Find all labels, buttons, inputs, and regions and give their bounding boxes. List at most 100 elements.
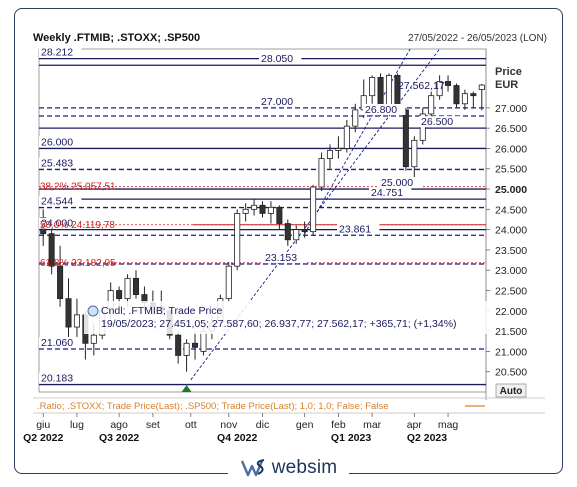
y-tick-label: 22.000 — [495, 306, 527, 318]
legend-bg — [84, 301, 496, 334]
candle-body — [301, 229, 308, 233]
chart-title: Weekly .FTMIB; .STOXX; .SP500 — [33, 32, 200, 44]
x-month-label: gen — [296, 419, 314, 431]
fib-label: 38,2% 25.057,51 — [40, 182, 116, 193]
y-tick-label: 26.000 — [495, 143, 527, 155]
candle-body — [259, 204, 266, 214]
candle-body — [453, 85, 460, 105]
candle-body — [478, 84, 485, 90]
level-label: 28.212 — [41, 47, 73, 59]
y-tick-label: 21.000 — [495, 346, 527, 358]
x-month-label: dic — [256, 419, 269, 431]
x-quarter-label: Q1 2023 — [331, 432, 371, 444]
level-label-bg — [39, 217, 82, 229]
y-tick-label: 22.500 — [495, 286, 527, 298]
legend-values: 19/05/2023; 27.451,05; 27.587,60; 26.937… — [101, 318, 457, 330]
marker-triangle — [181, 385, 192, 392]
candle-body — [284, 223, 291, 241]
x-month-label: nov — [220, 419, 238, 431]
candle-body — [251, 204, 258, 210]
level-label: 23.153 — [265, 252, 297, 264]
candle-body — [234, 212, 241, 267]
y-tick-label: 21.500 — [495, 326, 527, 338]
level-label-bg — [39, 372, 82, 384]
auto-label: Auto — [500, 386, 523, 397]
chart-svg: Weekly .FTMIB; .STOXX; .SP500 27/05/2022 … — [23, 32, 547, 444]
candle-body — [116, 290, 123, 300]
level-label-bg — [379, 177, 422, 189]
websim-logo-icon — [240, 459, 264, 477]
price-axis-label: Price — [495, 66, 522, 78]
level-label: 28.050 — [261, 53, 293, 65]
candle-body — [175, 334, 182, 356]
level-label-bg — [363, 103, 406, 115]
candle-body — [90, 334, 97, 344]
x-month-label: giu — [36, 419, 50, 431]
y-tick-label: 27.000 — [495, 103, 527, 115]
candle-body — [192, 342, 199, 348]
candle-body — [124, 277, 131, 300]
x-month-label: feb — [331, 419, 346, 431]
level-label: 25.000 — [381, 177, 413, 189]
x-month-label: ott — [185, 419, 197, 431]
level-label: 26.000 — [41, 136, 73, 148]
level-label: 20.183 — [41, 373, 73, 385]
level-label: 26.800 — [365, 104, 397, 116]
candle-body — [445, 81, 452, 86]
candle-body — [326, 150, 333, 159]
candle-body — [343, 125, 350, 149]
x-month-label: apr — [407, 419, 423, 431]
level-label-bg — [39, 46, 82, 58]
candle-body — [48, 233, 55, 267]
level-label-bg — [263, 252, 306, 264]
candle-body — [200, 330, 207, 352]
level-label-bg — [419, 116, 462, 128]
candle-body — [428, 95, 435, 115]
level-label-bg — [259, 53, 302, 65]
level-label: 24.000 — [41, 218, 73, 230]
level-label: 26.500 — [421, 116, 453, 128]
candle-body — [402, 109, 409, 168]
candle-body — [183, 342, 190, 356]
date-range: 27/05/2022 - 26/05/2023 (LON) — [408, 33, 547, 44]
level-label-bg — [39, 136, 82, 148]
candle-body — [132, 277, 140, 295]
candle-body — [470, 93, 477, 97]
candle-body — [377, 77, 384, 107]
last-close-label: 27.562,17 — [398, 80, 445, 92]
x-month-label: mag — [438, 419, 459, 431]
candle-body — [293, 229, 300, 241]
candle-body — [73, 314, 80, 328]
legend-name: Cndl; .FTMIB; Trade Price — [101, 305, 223, 317]
x-month-label: ago — [110, 419, 128, 431]
brand-box: websim — [227, 456, 350, 480]
candle-body — [411, 139, 418, 168]
search-icon — [87, 305, 99, 317]
x-month-label: mar — [363, 419, 382, 431]
level-label-bg — [39, 157, 82, 169]
level-label: 21.060 — [41, 337, 73, 349]
y-tick-label: 24.000 — [495, 225, 527, 237]
chart-frame: Weekly .FTMIB; .STOXX; .SP500 27/05/2022 … — [14, 8, 563, 474]
x-quarter-label: Q2 2022 — [23, 432, 63, 444]
x-quarter-label: Q2 2023 — [407, 432, 447, 444]
level-label-bg — [259, 95, 302, 107]
trendline — [304, 48, 411, 234]
footer-text: .Ratio; .STOXX; Trade Price(Last); .SP50… — [37, 401, 388, 412]
fib-label: 61,8% 23.182,05 — [40, 258, 116, 269]
candle-body — [242, 208, 249, 214]
candle-body — [335, 148, 342, 151]
candle-body — [65, 298, 72, 328]
level-label: 27.000 — [261, 96, 293, 108]
brand-name: websim — [271, 457, 338, 478]
candle-body — [385, 74, 393, 107]
candle-body — [318, 158, 325, 188]
candle-body — [276, 206, 283, 224]
candle-body — [436, 81, 443, 97]
level-label: 25.483 — [41, 157, 73, 169]
level-label-bg — [337, 223, 380, 235]
level-label: 24.544 — [41, 196, 73, 208]
y-tick-label: 24.500 — [495, 204, 527, 216]
y-tick-label: 20.500 — [495, 367, 527, 379]
level-label: 23.861 — [339, 223, 371, 235]
